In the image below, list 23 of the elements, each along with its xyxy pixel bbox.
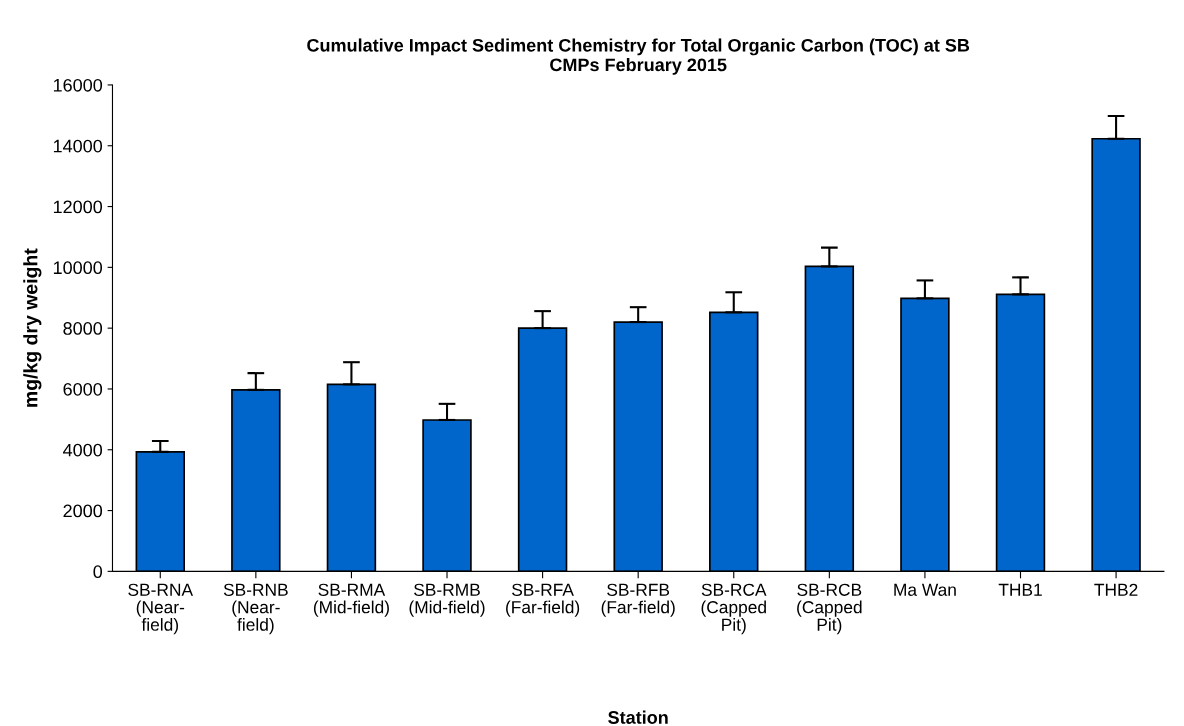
x-axis-title: Station <box>608 710 668 724</box>
x-tick-label: SB-RNA (Near- field) <box>128 583 194 635</box>
x-tick-label: THB1 <box>998 583 1042 596</box>
y-tick-label: 14000 <box>53 139 103 153</box>
y-axis-title: mg/kg dry weight <box>23 248 42 407</box>
x-tick-label: SB-RNB (Near- field) <box>223 583 288 635</box>
x-tick-label: SB-RCA (Capped Pit) <box>701 583 767 635</box>
y-tick-label: 6000 <box>63 382 103 396</box>
chart-title: Cumulative Impact Sediment Chemistry for Total Organic Carbon (TOC) at SB CMPs February 2015 <box>307 38 970 75</box>
x-tick-label: SB-RCB (Capped Pit) <box>797 583 862 635</box>
y-tick-label: 16000 <box>53 78 103 92</box>
x-tick-label: SB-RFB (Far-field) <box>601 583 675 617</box>
x-tick-label: SB-RMA (Mid-field) <box>313 583 389 617</box>
y-tick-label: 12000 <box>53 200 103 214</box>
y-tick-label: 4000 <box>63 443 103 457</box>
y-tick-label: 2000 <box>63 504 103 518</box>
y-tick-label: 10000 <box>53 261 103 275</box>
x-tick-label: Ma Wan <box>894 583 956 596</box>
y-tick-label: 8000 <box>63 322 103 335</box>
x-tick-label: SB-RFA (Far-field) <box>506 583 580 617</box>
y-tick-label: 0 <box>93 565 103 579</box>
x-tick-label: SB-RMB (Mid-field) <box>409 583 485 617</box>
x-tick-label: THB2 <box>1094 583 1138 596</box>
